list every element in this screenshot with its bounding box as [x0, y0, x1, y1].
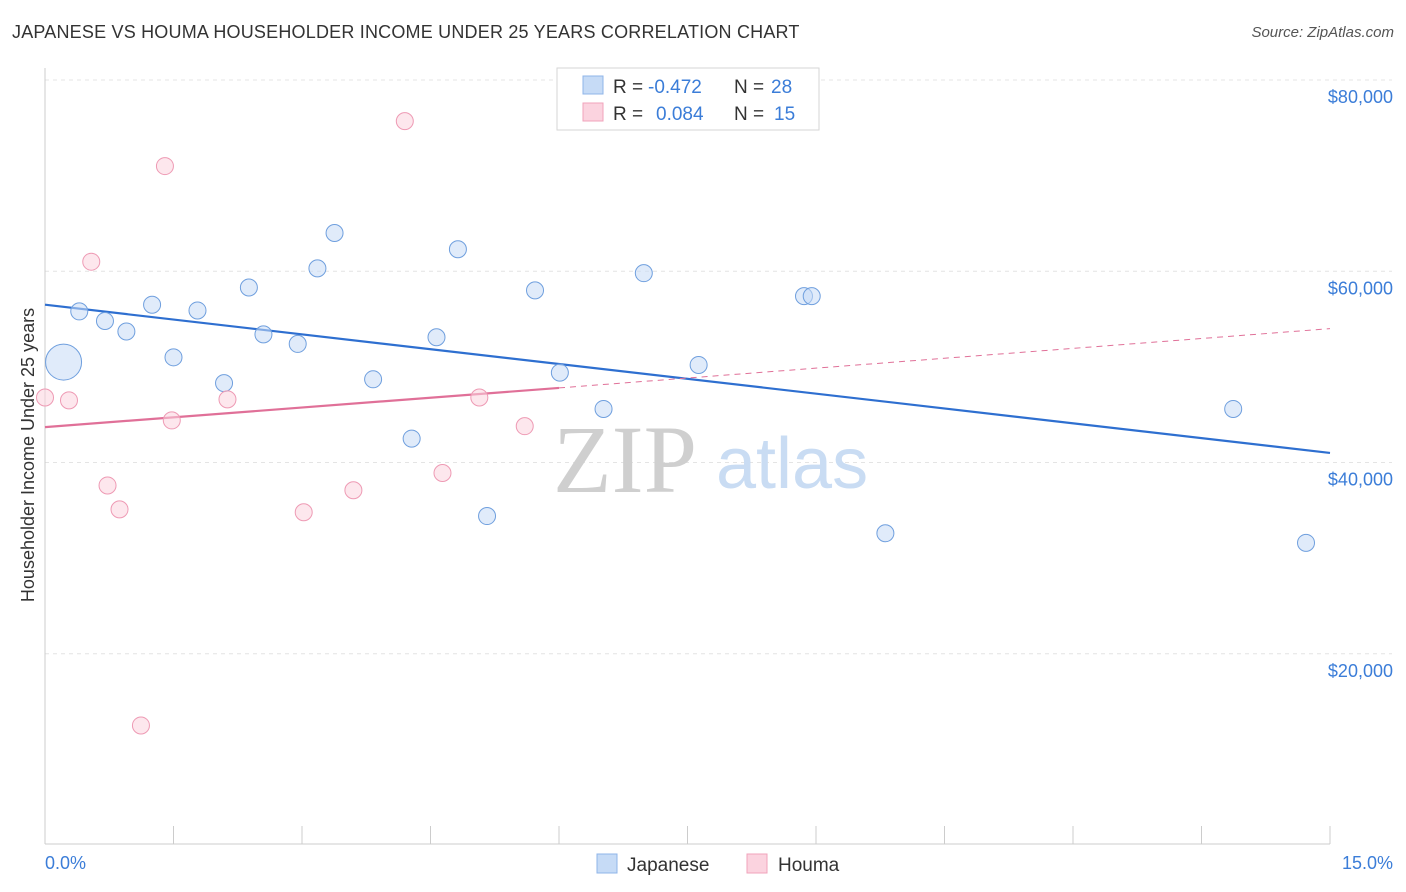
y-tick-label: $80,000	[1328, 87, 1393, 107]
japanese-point	[164, 348, 183, 367]
houma-point	[59, 391, 78, 410]
japanese-point	[634, 264, 653, 283]
houma-point	[515, 417, 534, 436]
houma-point	[82, 252, 101, 271]
axes	[44, 68, 1331, 845]
r-value-houma: 0.084	[656, 104, 704, 125]
y-tick-label: $20,000	[1328, 661, 1393, 681]
r-value-japanese: -0.472	[648, 77, 702, 98]
houma-point	[344, 481, 363, 500]
stats-box: R = -0.472 N = 28 R = 0.084 N = 15	[556, 67, 820, 131]
n-value-japanese: 28	[771, 77, 792, 98]
japanese-point	[448, 240, 467, 259]
japanese-point	[364, 370, 383, 389]
x-tick-label-max: 15.0%	[1342, 853, 1393, 873]
source-label: Source: ZipAtlas.com	[1251, 24, 1394, 41]
houma-point	[395, 112, 414, 131]
legend-houma-label: Houma	[778, 855, 840, 876]
houma-point	[131, 716, 150, 735]
japanese-point	[876, 524, 895, 543]
japanese-point	[254, 325, 273, 344]
japanese-point	[594, 399, 613, 418]
japanese-point	[550, 363, 569, 382]
houma-point	[218, 390, 237, 409]
houma-point	[162, 411, 181, 430]
japanese-point	[402, 429, 421, 448]
watermark-atlas: atlas	[716, 424, 868, 504]
japanese-point	[427, 328, 446, 347]
grid-lines	[45, 79, 1392, 655]
japanese-point	[1224, 399, 1243, 418]
japanese-point	[288, 334, 307, 353]
houma-trend-extension	[558, 328, 1331, 389]
japanese-point	[308, 259, 327, 278]
houma-point	[470, 388, 489, 407]
japanese-point	[70, 302, 89, 321]
y-axis-label: Householder Income Under 25 years	[18, 308, 38, 602]
houma-point	[98, 476, 117, 495]
houma-swatch	[582, 102, 604, 122]
legend: Japanese Houma	[596, 853, 840, 876]
houma-point	[294, 503, 313, 522]
y-tick-label: $40,000	[1328, 470, 1393, 490]
data-points	[36, 112, 1316, 735]
japanese-point	[188, 301, 207, 320]
legend-houma-swatch	[746, 853, 768, 874]
x-tick-labels: 0.0% 15.0%	[45, 853, 1393, 873]
chart-title: JAPANESE VS HOUMA HOUSEHOLDER INCOME UND…	[12, 22, 800, 42]
japanese-point	[325, 224, 344, 242]
japanese-point	[478, 507, 497, 526]
watermark-zip: ZIP	[553, 406, 697, 513]
japanese-point	[526, 281, 545, 300]
n-label-japanese: N =	[734, 77, 764, 98]
japanese-point	[143, 295, 162, 314]
houma-point	[36, 388, 54, 407]
y-tick-labels: $20,000 $40,000 $60,000 $80,000	[1328, 87, 1393, 681]
japanese-point	[95, 311, 114, 330]
n-value-houma: 15	[774, 104, 795, 125]
japanese-point	[802, 287, 821, 306]
n-label-houma: N =	[734, 104, 764, 125]
japanese-point	[215, 374, 234, 393]
houma-point	[110, 500, 129, 519]
japanese-point	[45, 343, 83, 381]
x-tick-label-min: 0.0%	[45, 853, 86, 873]
japanese-swatch	[582, 75, 604, 95]
japanese-point	[689, 355, 708, 374]
japanese-point	[239, 278, 258, 297]
houma-point	[433, 464, 452, 483]
legend-japanese-label: Japanese	[627, 855, 709, 876]
japanese-point	[1297, 533, 1316, 552]
r-label-japanese: R =	[613, 77, 643, 98]
r-label-houma: R =	[613, 104, 643, 125]
japanese-point	[117, 322, 136, 341]
legend-japanese-swatch	[596, 853, 618, 874]
houma-point	[155, 157, 174, 176]
y-tick-label: $60,000	[1328, 278, 1393, 298]
